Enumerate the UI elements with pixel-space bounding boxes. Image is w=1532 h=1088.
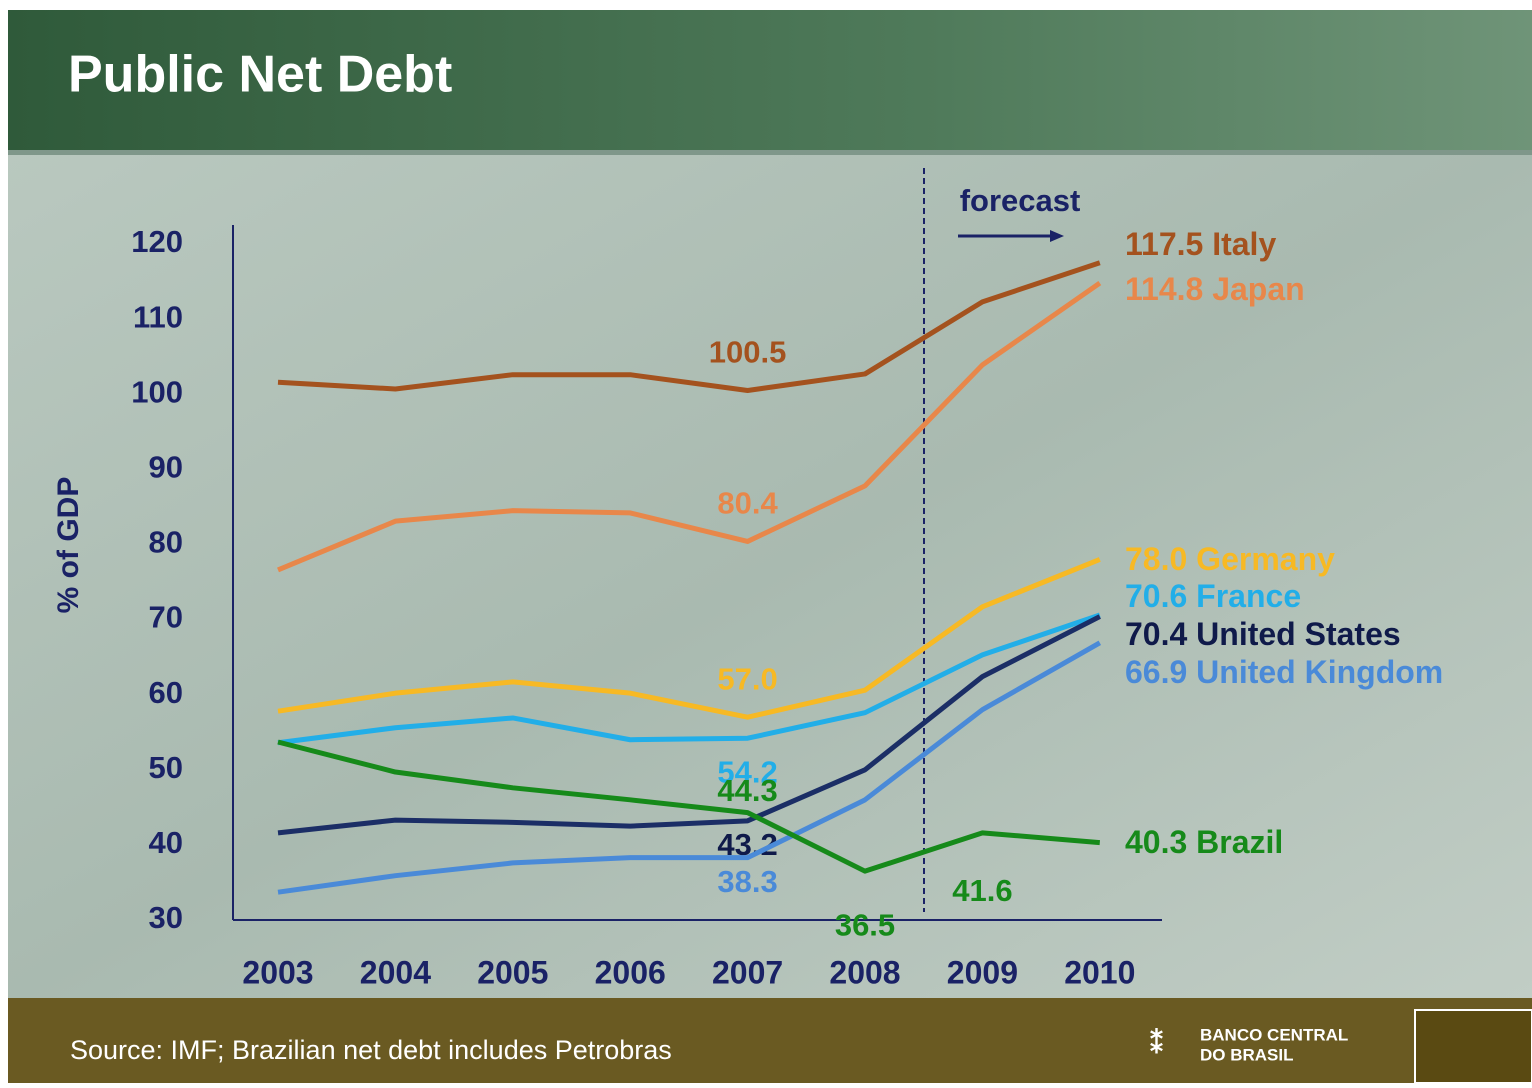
value-label: 54.2 [717,754,777,789]
x-tick-label: 2007 [712,954,783,990]
legend-name: France [1196,578,1301,614]
value-label: 38.3 [717,864,777,899]
end-value: 70.4 [1125,616,1187,652]
value-label: 41.6 [952,873,1012,908]
end-label: 117.5 Italy [1125,226,1276,262]
x-tick-label: 2010 [1064,954,1135,990]
legend-name: Japan [1212,271,1304,307]
series-line [277,281,1102,573]
footer [8,998,1532,1083]
header [8,10,1532,150]
y-tick-label: 80 [149,525,183,560]
end-label: 66.9 United Kingdom [1125,654,1443,690]
end-label: 78.0 Germany [1125,541,1335,577]
legend-name: Germany [1196,541,1335,577]
y-tick-label: 50 [149,750,183,785]
y-axis-label: % of GDP [52,477,85,614]
series-line [277,612,1101,746]
value-label: 80.4 [717,486,778,521]
corner-box [1414,1009,1532,1084]
y-tick-label: 90 [149,450,183,485]
x-tick-label: 2009 [947,954,1018,990]
y-tick-label: 100 [131,374,183,409]
series-line [277,614,1101,836]
legend-name: Italy [1212,226,1276,262]
y-tick-label: 30 [149,900,183,935]
logo-text: BANCO CENTRAL [1200,1025,1348,1044]
value-label: 100.5 [709,335,787,370]
source: Source: IMF; Brazilian net debt includes… [70,1035,672,1065]
end-value: 117.5 [1125,226,1203,262]
x-tick-label: 2006 [595,954,666,990]
value-label: 44.3 [717,773,777,808]
end-label: 70.6 France [1125,578,1301,614]
x-tick-label: 2005 [477,954,548,990]
logo-icon: ⁑ [1150,1028,1163,1059]
series-line [277,260,1101,393]
header-rule [8,150,1532,155]
value-label: 57.0 [717,661,777,696]
y-tick-label: 70 [149,600,183,635]
legend-name: United States [1196,616,1400,652]
x-tick-label: 2003 [242,954,313,990]
background [8,150,1532,998]
logo-text: DO BRASIL [1200,1045,1294,1064]
x-tick-label: 2008 [829,954,900,990]
end-value: 66.9 [1125,654,1187,690]
end-value: 78.0 [1125,541,1187,577]
end-value: 114.8 [1125,271,1203,307]
value-label: 36.5 [835,907,895,942]
end-label: 70.4 United States [1125,616,1401,652]
chart-title: Public Net Debt [68,46,452,104]
legend-name: United Kingdom [1196,654,1443,690]
x-tick-label: 2004 [360,954,431,990]
series-line [277,640,1102,895]
forecast-arrowhead [1050,230,1064,242]
y-tick-label: 110 [133,299,183,334]
y-tick-label: 120 [131,224,183,259]
y-tick-label: 40 [149,825,183,860]
end-value: 40.3 [1125,824,1187,860]
y-tick-label: 60 [149,675,183,710]
end-label: 114.8 Japan [1125,271,1305,307]
series-line [277,739,1101,874]
end-value: 70.6 [1125,578,1187,614]
series-line [277,557,1101,720]
end-label: 40.3 Brazil [1125,824,1283,860]
legend-name: Brazil [1196,824,1283,860]
forecast-label: forecast [960,183,1081,218]
